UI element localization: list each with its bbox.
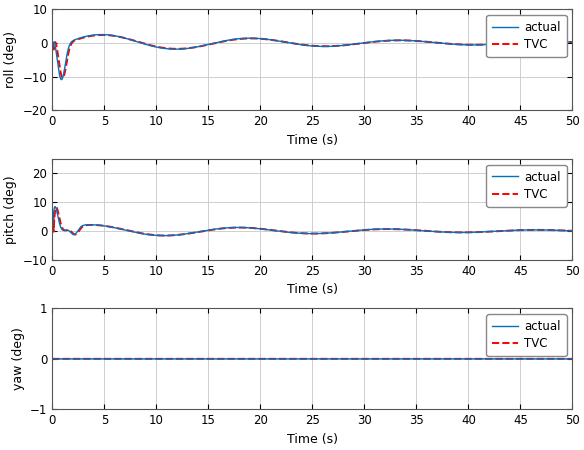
- actual: [408, 227, 415, 233]
- Y-axis label: yaw (deg): yaw (deg): [12, 328, 25, 390]
- actual: [569, 228, 576, 234]
- Legend: actual, TVC: actual, TVC: [486, 165, 566, 207]
- TVC: [544, 356, 551, 361]
- TVC: [569, 40, 576, 45]
- Y-axis label: pitch (deg): pitch (deg): [4, 175, 17, 243]
- actual: [544, 39, 551, 44]
- actual: [353, 41, 360, 47]
- Y-axis label: roll (deg): roll (deg): [4, 31, 17, 88]
- Legend: actual, TVC: actual, TVC: [486, 314, 566, 356]
- actual: [353, 356, 360, 361]
- Line: actual: actual: [53, 35, 572, 80]
- actual: [161, 233, 168, 238]
- TVC: [99, 32, 106, 38]
- TVC: [353, 228, 360, 234]
- TVC: [401, 227, 408, 232]
- actual: [151, 233, 158, 238]
- Line: TVC: TVC: [53, 207, 572, 235]
- actual: [544, 227, 551, 233]
- actual: [544, 356, 551, 361]
- TVC: [353, 356, 360, 361]
- TVC: [569, 228, 576, 234]
- actual: [58, 77, 65, 82]
- TVC: [151, 43, 158, 49]
- TVC: [353, 41, 360, 47]
- TVC: [151, 232, 158, 238]
- actual: [49, 356, 56, 361]
- TVC: [408, 227, 415, 233]
- actual: [401, 38, 408, 43]
- TVC: [408, 356, 415, 361]
- X-axis label: Time (s): Time (s): [287, 433, 338, 446]
- TVC: [49, 229, 56, 234]
- actual: [102, 223, 109, 229]
- TVC: [102, 32, 109, 38]
- TVC: [102, 223, 109, 229]
- actual: [401, 356, 408, 361]
- actual: [102, 356, 109, 361]
- actual: [51, 204, 58, 209]
- TVC: [49, 356, 56, 361]
- TVC: [401, 356, 408, 361]
- actual: [569, 356, 576, 361]
- actual: [151, 356, 158, 361]
- actual: [353, 228, 360, 233]
- TVC: [544, 227, 551, 233]
- Legend: actual, TVC: actual, TVC: [486, 15, 566, 57]
- Line: TVC: TVC: [53, 35, 572, 78]
- TVC: [59, 75, 66, 81]
- TVC: [151, 356, 158, 361]
- actual: [408, 356, 415, 361]
- actual: [151, 44, 158, 49]
- actual: [408, 38, 415, 43]
- TVC: [102, 356, 109, 361]
- TVC: [53, 205, 60, 210]
- TVC: [569, 356, 576, 361]
- X-axis label: Time (s): Time (s): [287, 134, 338, 147]
- TVC: [49, 47, 56, 53]
- actual: [49, 47, 56, 53]
- actual: [98, 32, 105, 37]
- TVC: [544, 39, 551, 44]
- actual: [102, 32, 109, 37]
- X-axis label: Time (s): Time (s): [287, 284, 338, 296]
- actual: [401, 227, 408, 232]
- Line: actual: actual: [53, 207, 572, 236]
- actual: [569, 40, 576, 45]
- TVC: [401, 38, 408, 43]
- actual: [49, 229, 56, 234]
- TVC: [408, 38, 415, 43]
- TVC: [162, 233, 169, 238]
